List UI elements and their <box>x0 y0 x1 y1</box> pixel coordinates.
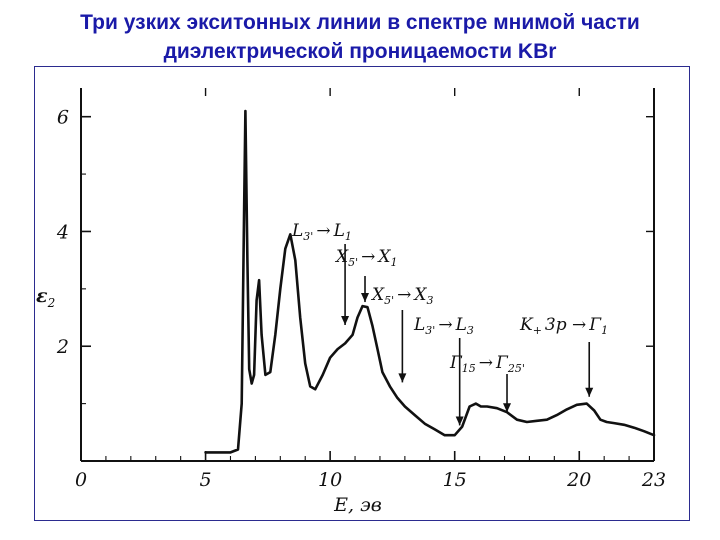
transition-arrow: → <box>438 315 452 335</box>
transition-arrow-head <box>455 416 464 426</box>
transition-label: K+ 3p → Γ1 <box>519 315 608 337</box>
transition-from-sub: + <box>533 324 542 337</box>
slide-title-line-2: диэлектрической проницаемости KBr <box>163 40 557 63</box>
transition-arrow-head <box>361 293 370 303</box>
figure-frame <box>34 66 690 521</box>
transition-arrow: → <box>397 285 411 305</box>
transition-to: X <box>412 285 427 305</box>
transition-to-sub: 1 <box>601 324 608 337</box>
transition-annotation: L3' → L3 <box>413 315 474 426</box>
y-tick-label: 6 <box>57 107 69 129</box>
x-axis-label: E, эв <box>333 494 382 516</box>
transition-label: L3' → L1 <box>291 221 352 243</box>
transition-from: L <box>413 315 425 335</box>
transition-annotation: X5' → X3 <box>370 285 434 383</box>
transition-to: Γ <box>588 315 602 335</box>
transition-arrow: → <box>316 221 330 241</box>
transition-to-sub: 3 <box>467 324 474 337</box>
transition-arrow: → <box>361 247 375 267</box>
transition-to-sub: 3 <box>427 294 434 307</box>
transition-from: X <box>334 247 349 267</box>
transition-to: L <box>455 315 467 335</box>
transition-arrow-head <box>398 373 407 383</box>
transition-to: X <box>376 247 391 267</box>
transition-label: L3' → L3 <box>413 315 474 337</box>
transition-annotation: K+ 3p → Γ1 <box>519 315 608 397</box>
transition-from: X <box>370 285 385 305</box>
transition-from: L <box>291 221 303 241</box>
transition-annotation: X5' → X1 <box>334 247 398 303</box>
transition-from-sub: 5' <box>384 294 394 307</box>
epsilon2-curve <box>204 109 656 454</box>
y-tick-label: 4 <box>56 221 69 243</box>
transition-label: X5' → X1 <box>334 247 398 269</box>
x-tick-label: 15 <box>443 469 467 491</box>
transition-arrow-head <box>503 403 512 413</box>
transition-from-sub: 5' <box>348 256 358 269</box>
transition-annotation: Γ15 → Γ25' <box>449 353 525 413</box>
x-tick-label: 20 <box>566 469 591 491</box>
transition-label: Γ15 → Γ25' <box>449 353 525 375</box>
x-tick-label: 10 <box>318 469 342 491</box>
transition-to-sub: 1 <box>391 256 398 269</box>
transition-arrow: → <box>479 353 493 373</box>
transition-to: L <box>333 221 345 241</box>
x-tick-label: 5 <box>200 469 212 491</box>
transition-from: Γ <box>449 353 463 373</box>
transition-to-sub: 1 <box>345 230 352 243</box>
transition-from: K <box>519 315 534 335</box>
plot-axes <box>80 88 655 462</box>
x-tick-label: 23 <box>641 469 666 491</box>
axis-ticks: 0 5 10 15 20 23 2 4 6 <box>56 88 666 491</box>
y-tick-label: 2 <box>56 336 69 358</box>
transition-annotation: L3' → L1 <box>291 221 352 326</box>
transition-arrow: 3p → <box>545 315 586 335</box>
transition-from-sub: 3' <box>303 230 313 243</box>
x-tick-label: 0 <box>75 469 87 491</box>
transition-from-sub: 3' <box>425 324 435 337</box>
transition-from-sub: 15 <box>462 362 476 375</box>
slide-title: Три узких экситонных линии в спектре мни… <box>0 8 720 66</box>
y-axis-label: ε2 <box>36 285 55 310</box>
transition-to: Γ <box>495 353 509 373</box>
transition-arrow-head <box>585 387 594 397</box>
transition-label: X5' → X3 <box>370 285 434 307</box>
transition-arrow-head <box>341 316 350 326</box>
slide-title-line-1: Три узких экситонных линии в спектре мни… <box>80 11 640 34</box>
transition-to-sub: 25' <box>507 362 525 375</box>
